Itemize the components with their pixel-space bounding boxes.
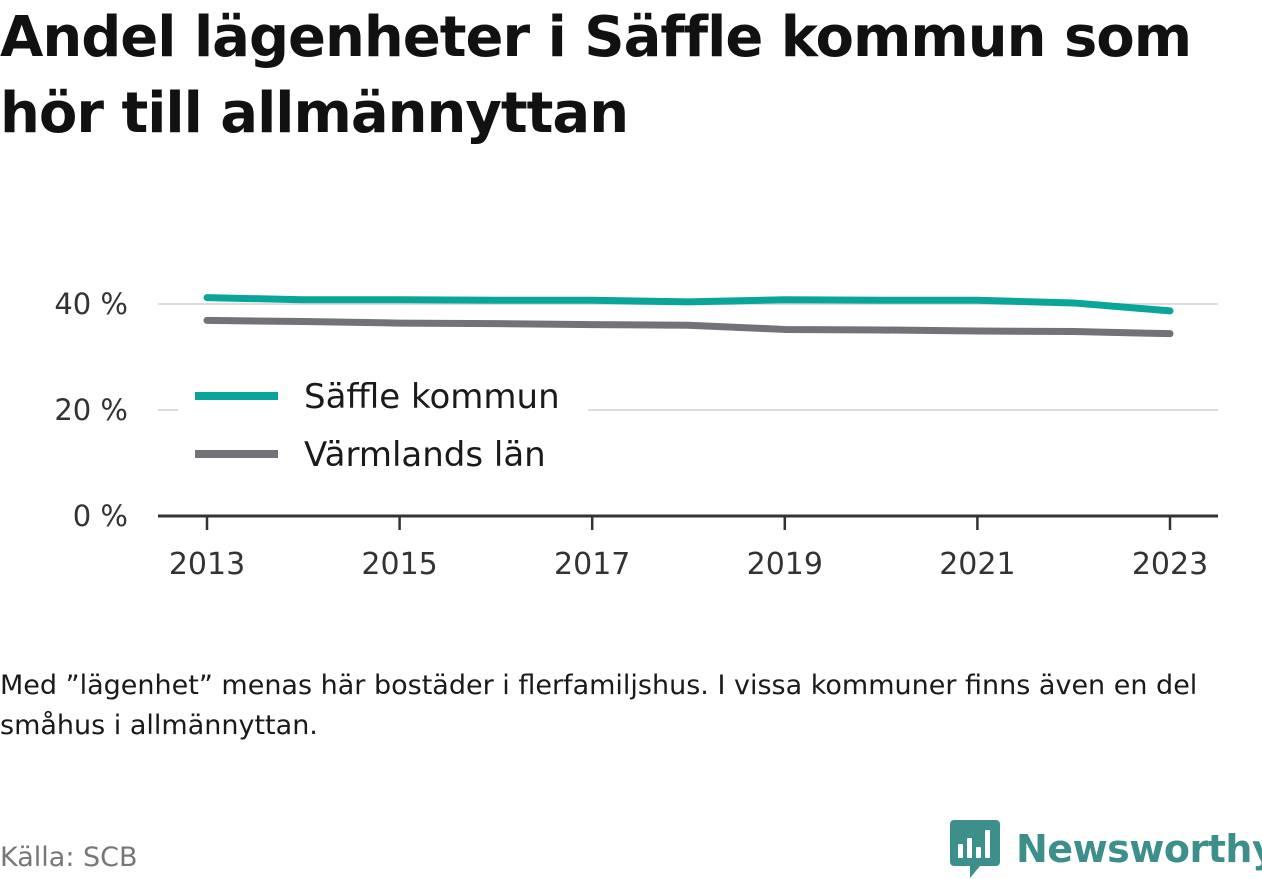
x-tick-label-2013: 2013 — [169, 547, 245, 582]
brand-name: Newsworthy — [1016, 827, 1262, 871]
series-line-1 — [203, 294, 1174, 315]
series-lines — [203, 294, 1174, 338]
y-tick-label-20: 20 % — [54, 393, 128, 427]
x-axis: 2013 2015 2017 2019 2021 2023 — [158, 514, 1218, 582]
legend-background — [178, 362, 588, 482]
legend-label-2: Värmlands län — [304, 435, 546, 475]
legend: Säffle kommun Värmlands län — [178, 362, 588, 482]
series-line-2 — [203, 316, 1174, 338]
brand-logo: Newsworthy — [950, 820, 1262, 878]
x-tick-label-2017: 2017 — [554, 547, 630, 582]
x-tick-label-2023: 2023 — [1132, 547, 1208, 582]
y-tick-label-40: 40 % — [54, 287, 128, 321]
legend-label-1: Säffle kommun — [304, 377, 560, 417]
y-axis: 0 % 20 % 40 % — [54, 287, 128, 533]
chart-note: Med ”lägenhet” menas här bostäder i fler… — [0, 670, 1198, 741]
x-tick-label-2019: 2019 — [747, 547, 823, 582]
bar-chart-icon — [950, 820, 1000, 878]
x-tick-label-2021: 2021 — [939, 547, 1015, 582]
y-tick-label-0: 0 % — [73, 499, 128, 533]
x-tick-label-2015: 2015 — [361, 547, 437, 582]
chart-title: Andel lägenheter i Säffle kommun som hör… — [0, 5, 1192, 146]
source-label: Källa: SCB — [0, 842, 138, 873]
